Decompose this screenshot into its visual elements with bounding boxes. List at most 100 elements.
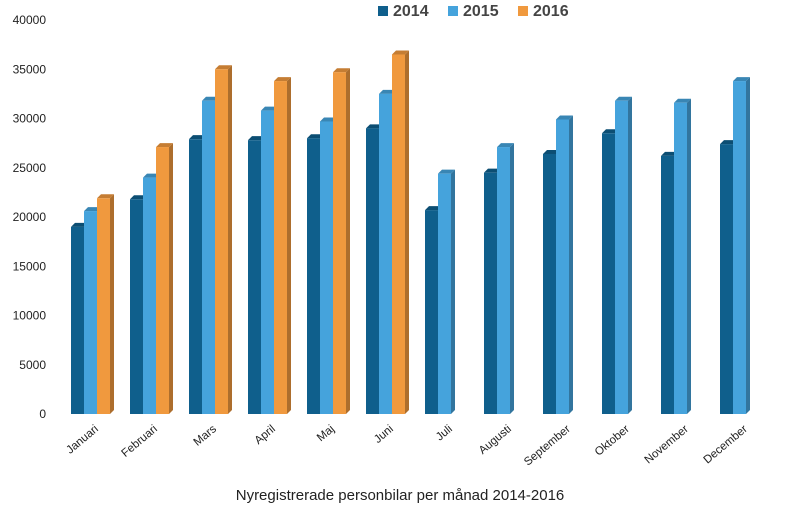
legend-item-2016: 2016 — [518, 3, 569, 20]
bar-side — [451, 169, 455, 414]
x-category-label: September — [522, 423, 573, 468]
bar-front — [720, 144, 733, 415]
bar-top — [189, 135, 206, 140]
bars — [71, 50, 750, 415]
y-axis: 0 5000 10000 15000 20000 25000 30000 35000 40000 — [13, 13, 47, 421]
bar-top — [248, 136, 265, 141]
bar-front — [130, 199, 143, 414]
bar-top — [84, 207, 101, 212]
bar-top — [661, 151, 678, 156]
bar-top — [143, 173, 160, 178]
legend-label: 2014 — [393, 3, 429, 20]
bar-front — [438, 173, 451, 414]
legend-swatch — [448, 6, 458, 16]
bar-top — [333, 68, 350, 73]
bar-front — [261, 110, 274, 415]
bar-side — [110, 194, 114, 414]
bar-front — [425, 210, 438, 414]
bar-top — [484, 168, 501, 173]
bar-front — [189, 139, 202, 414]
x-category-label: April — [253, 423, 278, 447]
bar-top — [438, 169, 455, 174]
bar-front — [366, 128, 379, 414]
y-tick-label: 10000 — [13, 309, 47, 323]
y-tick-label: 15000 — [13, 259, 47, 273]
x-category-label: Oktober — [593, 423, 632, 459]
bar-top — [379, 89, 396, 94]
bar-side — [628, 96, 632, 415]
legend-label: 2016 — [533, 3, 569, 20]
legend-label: 2015 — [463, 3, 499, 20]
y-tick-label: 20000 — [13, 210, 47, 224]
bar-top — [366, 124, 383, 129]
bar-front — [733, 81, 746, 414]
x-category-label: November — [643, 423, 691, 466]
bar-top — [215, 65, 232, 70]
bar-side — [569, 115, 573, 415]
x-category-label: Juni — [372, 423, 396, 446]
bar-front — [84, 211, 97, 414]
bar-front — [320, 121, 333, 414]
y-tick-label: 5000 — [19, 358, 46, 372]
bar-side — [510, 143, 514, 414]
bar-side — [687, 98, 691, 415]
bar-2016-mars — [215, 65, 232, 414]
bar-top — [425, 206, 442, 211]
x-category-label: Augusti — [477, 423, 514, 457]
bar-front — [215, 69, 228, 414]
bar-top — [392, 50, 409, 55]
bar-2016-april — [274, 77, 291, 414]
bar-top — [320, 117, 337, 122]
bar-front — [392, 54, 405, 414]
x-category-label: Maj — [315, 423, 337, 444]
bar-2015-augusti — [497, 143, 514, 414]
bar-front — [615, 100, 628, 415]
x-category-label: Januari — [64, 423, 101, 456]
bar-front — [156, 147, 169, 414]
bar-2016-juni — [392, 50, 409, 414]
bar-side — [405, 50, 409, 414]
x-category-label: Februari — [119, 423, 160, 460]
bar-top — [733, 77, 750, 82]
bar-front — [602, 133, 615, 414]
bar-side — [346, 68, 350, 414]
bar-2015-oktober — [615, 96, 632, 415]
y-tick-label: 0 — [39, 407, 46, 421]
bar-top — [156, 143, 173, 148]
bar-top — [71, 222, 88, 227]
x-category-label: Mars — [192, 423, 219, 449]
bar-side — [228, 65, 232, 414]
bar-front — [333, 72, 346, 414]
bar-front — [497, 147, 510, 414]
bar-front — [484, 172, 497, 414]
bar-front — [248, 140, 261, 415]
bar-top — [202, 96, 219, 101]
bar-2015-september — [556, 115, 573, 415]
bar-top — [674, 98, 691, 103]
bar-top — [307, 134, 324, 139]
bar-top — [556, 115, 573, 120]
bar-front — [97, 198, 110, 414]
bar-front — [71, 226, 84, 414]
bar-front — [674, 102, 687, 415]
chart-title: Nyregistrerade personbilar per månad 201… — [236, 487, 565, 504]
x-category-label: December — [702, 423, 750, 466]
legend-swatch — [518, 6, 528, 16]
bar-front — [556, 119, 569, 415]
bar-front — [307, 138, 320, 414]
bar-2015-juli — [438, 169, 455, 414]
bar-2016-maj — [333, 68, 350, 414]
bar-front — [202, 100, 215, 415]
legend-item-2014: 2014 — [378, 3, 429, 20]
bar-2015-december — [733, 77, 750, 414]
bar-top — [615, 96, 632, 101]
bar-front — [274, 81, 287, 414]
bar-top — [720, 140, 737, 145]
bar-front — [543, 153, 556, 414]
bar-front — [379, 93, 392, 414]
legend: 2014 2015 2016 — [378, 3, 569, 20]
y-tick-label: 40000 — [13, 13, 47, 27]
y-tick-label: 25000 — [13, 161, 47, 175]
